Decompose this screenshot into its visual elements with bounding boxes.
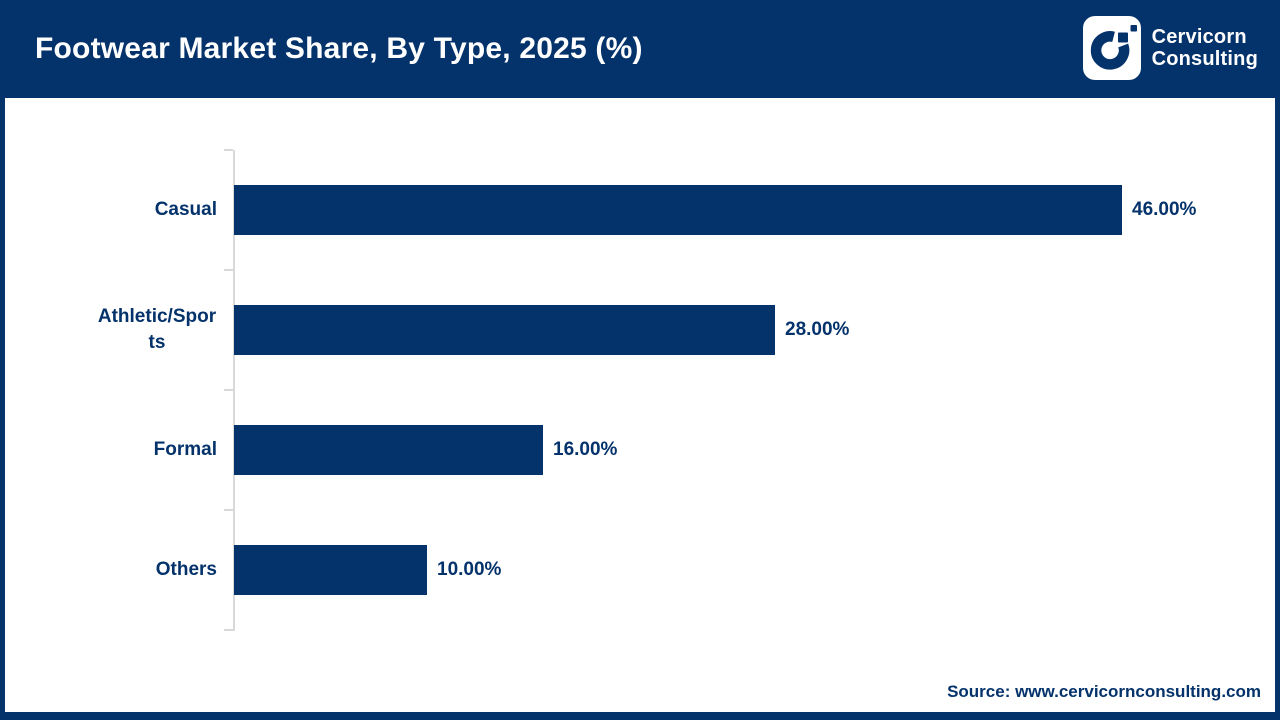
bar-chart: Casual 46.00% Athletic/Sports 28.00% For… bbox=[5, 98, 1275, 712]
bar-athletic-sports bbox=[234, 305, 775, 355]
brand-name-line2: Consulting bbox=[1151, 48, 1258, 70]
axis-tick bbox=[224, 149, 233, 151]
axis-tick bbox=[224, 509, 233, 511]
axis-tick bbox=[224, 629, 233, 631]
category-label: Others bbox=[155, 559, 217, 581]
page-title: Footwear Market Share, By Type, 2025 (%) bbox=[35, 32, 643, 65]
value-label: 16.00% bbox=[553, 439, 618, 460]
axis-tick bbox=[224, 269, 233, 271]
bar-row-others: Others 10.00% bbox=[5, 510, 1275, 630]
value-label: 46.00% bbox=[1132, 199, 1197, 220]
category-label: Casual bbox=[154, 199, 217, 221]
brand-logo: Cervicorn Consulting bbox=[1082, 16, 1258, 80]
category-axis-line bbox=[233, 150, 235, 631]
value-label: 28.00% bbox=[785, 319, 850, 340]
header-banner: Footwear Market Share, By Type, 2025 (%)… bbox=[0, 0, 1280, 98]
bar-row-formal: Formal 16.00% bbox=[5, 390, 1275, 510]
source-attribution: Source: www.cervicornconsulting.com bbox=[947, 682, 1261, 701]
bar-row-casual: Casual 46.00% bbox=[5, 150, 1275, 270]
bar-others bbox=[234, 545, 427, 595]
brand-name-line1: Cervicorn bbox=[1151, 25, 1247, 48]
axis-tick bbox=[224, 389, 233, 391]
bar-row-athletic-sports: Athletic/Sports 28.00% bbox=[5, 270, 1275, 390]
category-label: Formal bbox=[153, 439, 217, 461]
bar-formal bbox=[234, 425, 543, 475]
bar-casual bbox=[234, 185, 1122, 235]
brand-name: Cervicorn Consulting bbox=[1152, 26, 1258, 71]
value-label: 10.00% bbox=[437, 559, 502, 580]
cervicorn-c-logo-icon bbox=[1082, 16, 1141, 80]
category-label: Athletic/Sports bbox=[97, 306, 217, 353]
